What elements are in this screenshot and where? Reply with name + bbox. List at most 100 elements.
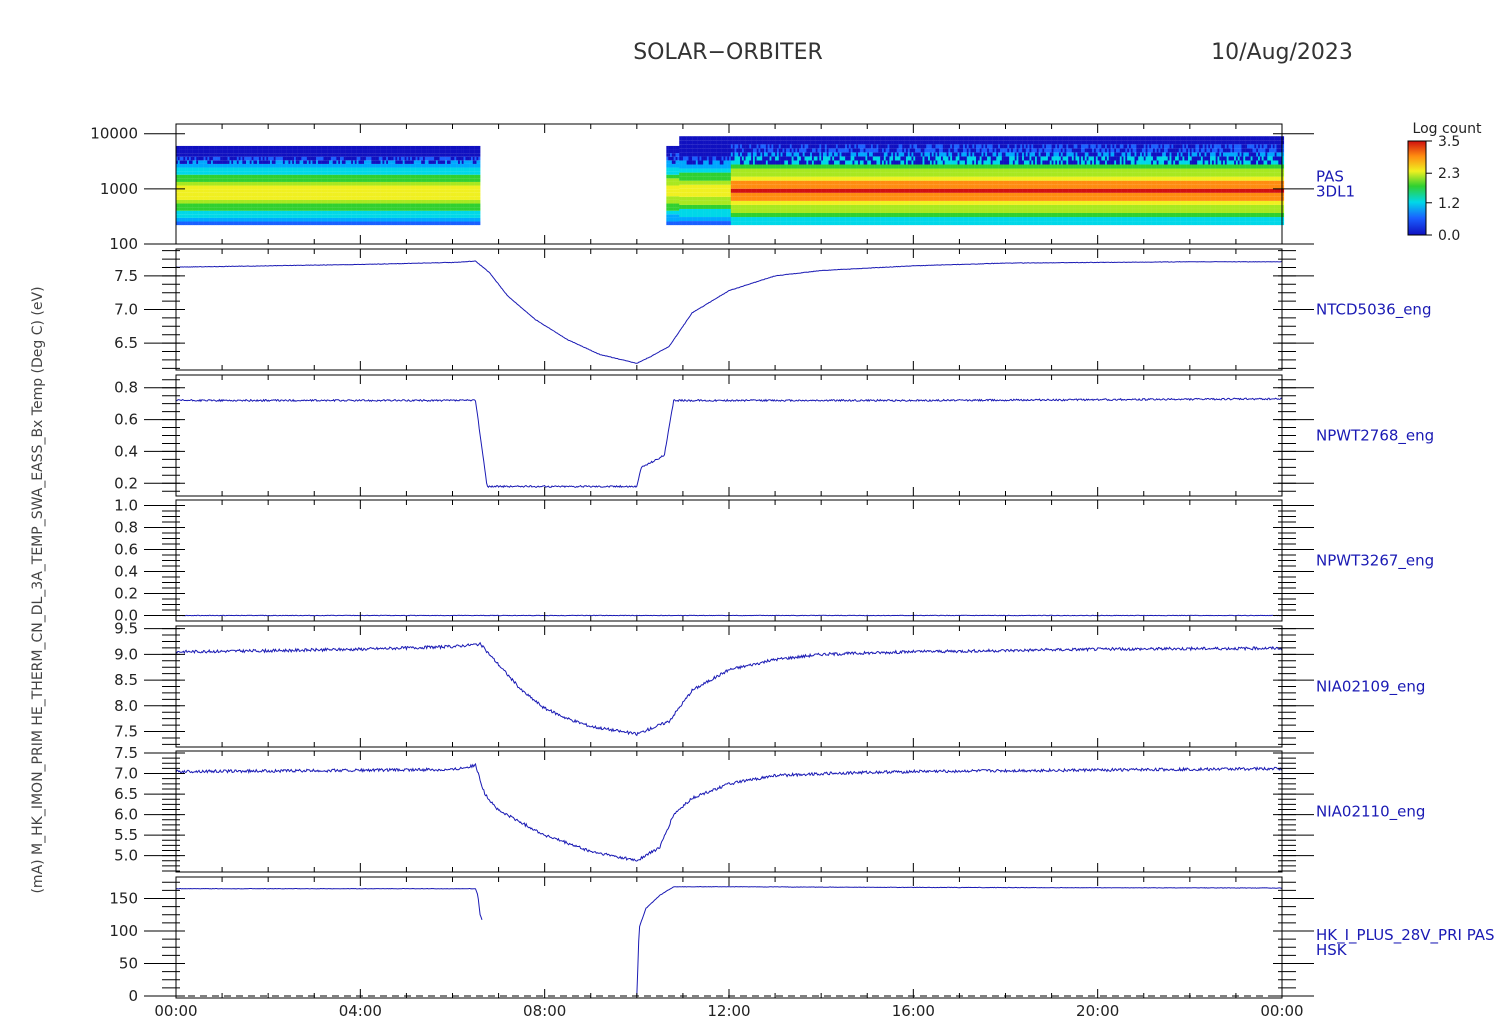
spectrogram-cell [423,178,426,182]
spectrogram-cell [386,203,389,208]
spectrogram-cell [740,156,743,161]
spectrogram-cell [760,168,763,173]
spectrogram-cell [441,167,444,172]
spectrogram-cell [211,203,214,208]
spectrogram-cell [188,174,191,179]
spectrogram-cell [347,207,350,211]
spectrogram-cell [745,217,748,222]
spectrogram-cell [775,212,778,218]
spectrogram-cell [697,152,700,157]
spectrogram-cell [369,160,372,164]
spectrogram-cell [469,221,472,226]
spectrogram-cell [673,189,676,193]
spectrogram-cell [467,192,470,197]
spectrogram-cell [668,145,671,150]
spectrogram-cell [314,185,317,190]
spectrogram-cell [675,217,678,222]
spectrogram-cell [734,140,737,145]
spectrogram-cell [277,156,280,161]
spectrogram-cell [443,217,446,222]
spectrogram-cell [266,153,269,157]
spectrogram-cell [343,214,346,218]
spectrogram-cell [292,171,295,175]
spectrogram-cell [281,149,284,154]
spectrogram-cell [677,214,680,218]
spectrogram-cell [236,181,239,186]
spectrogram-cell [246,163,249,168]
spectrogram-cell [456,174,459,179]
spectrogram-cell [380,181,383,186]
spectrogram-cell [406,207,409,211]
spectrogram-cell [194,167,197,172]
spectrogram-cell [769,168,772,173]
spectrogram-cell [736,156,739,161]
spectrogram-cell [710,208,713,213]
spectrogram-cell [196,171,199,175]
spectrogram-cell [343,167,346,172]
spectrogram-cell [211,178,214,182]
spectrogram-cell [378,221,381,226]
spectrogram-cell [756,192,759,197]
spectrogram-cell [450,185,453,190]
spectrogram-cell [419,160,422,164]
spectrogram-cell [470,207,474,211]
spectrogram-cell [716,136,719,141]
spectrogram-cell [247,178,250,182]
spectrogram-cell [408,171,411,175]
spectrogram-cell [356,171,359,175]
spectrogram-cell [236,221,239,226]
spectrogram-cell [474,203,477,208]
spectrogram-cell [205,207,208,211]
spectrogram-cell [719,204,722,209]
spectrogram-cell [190,153,193,157]
spectrogram-cell [437,217,440,222]
spectrogram-cell [229,149,232,154]
spectrogram-cell [701,204,704,209]
spectrogram-cell [764,180,767,185]
spectrogram-cell [668,192,671,197]
spectrogram-cell [402,156,405,161]
spectrogram-cell [286,149,289,154]
spectrogram-cell [686,140,689,145]
spectrogram-cell [714,160,717,165]
spectrogram-cell [371,203,374,208]
spectrogram-cell [286,221,289,226]
spectrogram-cell [282,189,285,193]
spectrogram-cell [292,210,295,215]
spectrogram-cell [456,221,459,226]
spectrogram-cell [695,160,698,165]
spectrogram-cell [225,221,228,226]
spectrogram-cell [393,185,396,190]
spectrogram-cell [723,192,726,197]
spectrogram-cell [306,189,309,193]
spectrogram-cell [328,181,332,186]
spectrogram-cell [386,221,389,226]
spectrogram-cell [299,167,302,172]
spectrogram-cell [352,203,356,208]
spectrogram-cell [187,185,190,190]
spectrogram-cell [376,203,379,208]
spectrogram-cell [349,192,352,197]
spectrogram-cell [176,181,179,186]
spectrogram-cell [234,145,238,150]
spectrogram-cell [751,192,754,197]
spectrogram-cell [244,181,247,186]
spectrogram-cell [430,192,433,197]
spectrogram-cell [671,163,674,168]
spectrogram-cell [404,181,407,186]
spectrogram-cell [358,145,361,150]
spectrogram-cell [758,192,761,197]
spectrogram-cell [316,192,319,197]
spectrogram-cell [238,160,241,164]
spectrogram-cell [773,140,776,145]
spectrogram-cell [305,207,308,211]
spectrogram-cell [211,160,214,164]
spectrogram-cell [400,145,403,150]
spectrogram-cell [223,210,227,215]
spectrogram-cell [364,181,367,186]
spectrogram-cell [463,196,466,200]
spectrogram-cell [327,163,330,168]
spectrogram-cell [732,192,735,197]
spectrogram-cell [762,152,765,157]
spectrogram-cell [255,203,258,208]
